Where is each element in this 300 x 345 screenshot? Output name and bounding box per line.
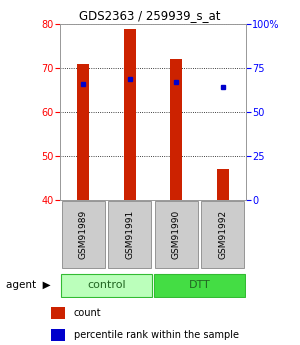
Bar: [77, 64, 89, 200]
Text: GSM91990: GSM91990: [172, 210, 181, 259]
Bar: [217, 169, 229, 200]
Bar: [124, 29, 136, 200]
Text: DTT: DTT: [189, 280, 210, 290]
Text: GSM91989: GSM91989: [79, 210, 88, 259]
Bar: [201, 201, 244, 268]
Text: GSM91992: GSM91992: [218, 210, 227, 259]
Bar: [170, 59, 182, 200]
Bar: [108, 201, 151, 268]
Text: control: control: [87, 280, 126, 290]
Bar: [154, 274, 244, 297]
Text: count: count: [74, 308, 101, 318]
Bar: [51, 328, 64, 341]
Bar: [62, 201, 105, 268]
Text: GSM91991: GSM91991: [125, 210, 134, 259]
Bar: [155, 201, 198, 268]
Text: percentile rank within the sample: percentile rank within the sample: [74, 330, 238, 339]
Text: GDS2363 / 259939_s_at: GDS2363 / 259939_s_at: [79, 9, 221, 22]
Bar: [61, 274, 152, 297]
Bar: [51, 307, 64, 319]
Text: agent  ▶: agent ▶: [6, 280, 51, 290]
